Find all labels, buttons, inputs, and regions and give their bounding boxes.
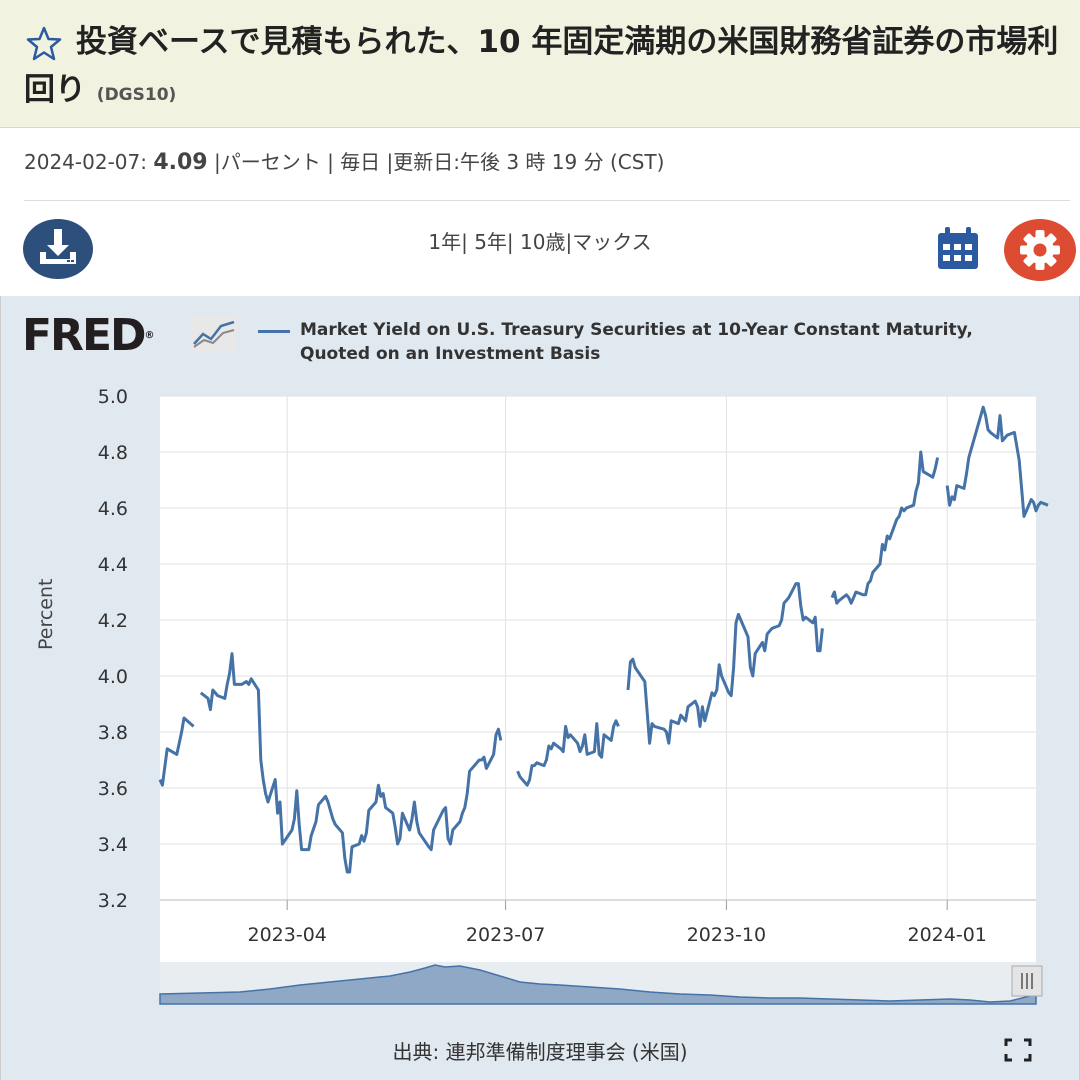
series-line-segment bbox=[199, 652, 503, 874]
source-credit: 出典: 連邦準備制度理事会 (米国) bbox=[392, 1040, 688, 1064]
download-button[interactable] bbox=[23, 219, 93, 279]
y-tick-label: 4.4 bbox=[98, 554, 128, 576]
fred-logo[interactable]: FRED® bbox=[22, 314, 155, 358]
calendar-button[interactable] bbox=[934, 225, 982, 271]
y-tick-label: 4.6 bbox=[98, 498, 128, 520]
series-line-segment bbox=[158, 716, 195, 787]
fullscreen-icon[interactable] bbox=[1004, 1038, 1032, 1062]
x-tick-label: 2023-07 bbox=[466, 924, 545, 946]
meta-details: |パーセント | 毎日 |更新日:午後 3 時 19 分 (CST) bbox=[213, 150, 665, 174]
series-line-segment bbox=[516, 719, 620, 787]
range-navigator[interactable] bbox=[159, 962, 1043, 1005]
series-meta: 2024-02-07: 4.09 |パーセント | 毎日 |更新日:午後 3 時… bbox=[24, 146, 664, 175]
divider bbox=[24, 200, 1070, 201]
x-tick-label: 2023-10 bbox=[687, 924, 766, 946]
series-line-segment bbox=[945, 405, 1049, 518]
y-tick-label: 4.0 bbox=[98, 666, 128, 688]
fred-sparkline-icon bbox=[191, 316, 237, 352]
y-tick-label: 4.8 bbox=[98, 442, 128, 464]
legend-swatch bbox=[258, 330, 290, 333]
calendar-icon bbox=[938, 227, 978, 269]
plot-background bbox=[160, 396, 1036, 1000]
navigator-series bbox=[159, 964, 1037, 1005]
line-chart[interactable]: 3.2 3.4 3.6 3.8 4.0 4.2 4.4 4.6 4.8 5.0 2023-04 20… bbox=[0, 296, 1080, 1036]
legend-series-name: Market Yield on U.S. Treasury Securities… bbox=[300, 320, 973, 364]
y-tick-label: 4.2 bbox=[98, 610, 128, 632]
x-tick-label: 2024-01 bbox=[908, 924, 987, 946]
series-line-segment bbox=[626, 582, 824, 745]
settings-button[interactable] bbox=[1004, 219, 1076, 281]
page-title-text: 投資ベースで見積もられた、10 年固定満期の米国財務省証券の市場利回り bbox=[24, 24, 1059, 108]
y-tick-label: 5.0 bbox=[98, 386, 128, 408]
observation-date: 2024-02-07: bbox=[24, 150, 147, 174]
y-tick-label: 3.4 bbox=[98, 834, 128, 856]
y-tick-label: 3.6 bbox=[98, 778, 128, 800]
observation-value: 4.09 bbox=[153, 150, 208, 175]
series-line-segment bbox=[830, 450, 940, 605]
x-tick-label: 2023-04 bbox=[248, 924, 327, 946]
gear-icon bbox=[1020, 230, 1060, 270]
series-id: (DGS10) bbox=[96, 85, 177, 105]
y-tick-label: 3.8 bbox=[98, 722, 128, 744]
page-title: 投資ベースで見積もられた、10 年固定満期の米国財務省証券の市場利回り (DGS… bbox=[24, 18, 1064, 119]
download-icon bbox=[40, 229, 76, 264]
registered-mark: ® bbox=[144, 330, 155, 341]
date-range-selector[interactable]: 1年| 5年| 10歳|マックス bbox=[428, 230, 652, 254]
title-bar: 投資ベースで見積もられた、10 年固定満期の米国財務省証券の市場利回り (DGS… bbox=[0, 0, 1080, 128]
star-outline-icon[interactable] bbox=[24, 24, 64, 64]
fred-logo-text: FRED bbox=[22, 310, 147, 361]
y-tick-label: 3.2 bbox=[98, 890, 128, 912]
